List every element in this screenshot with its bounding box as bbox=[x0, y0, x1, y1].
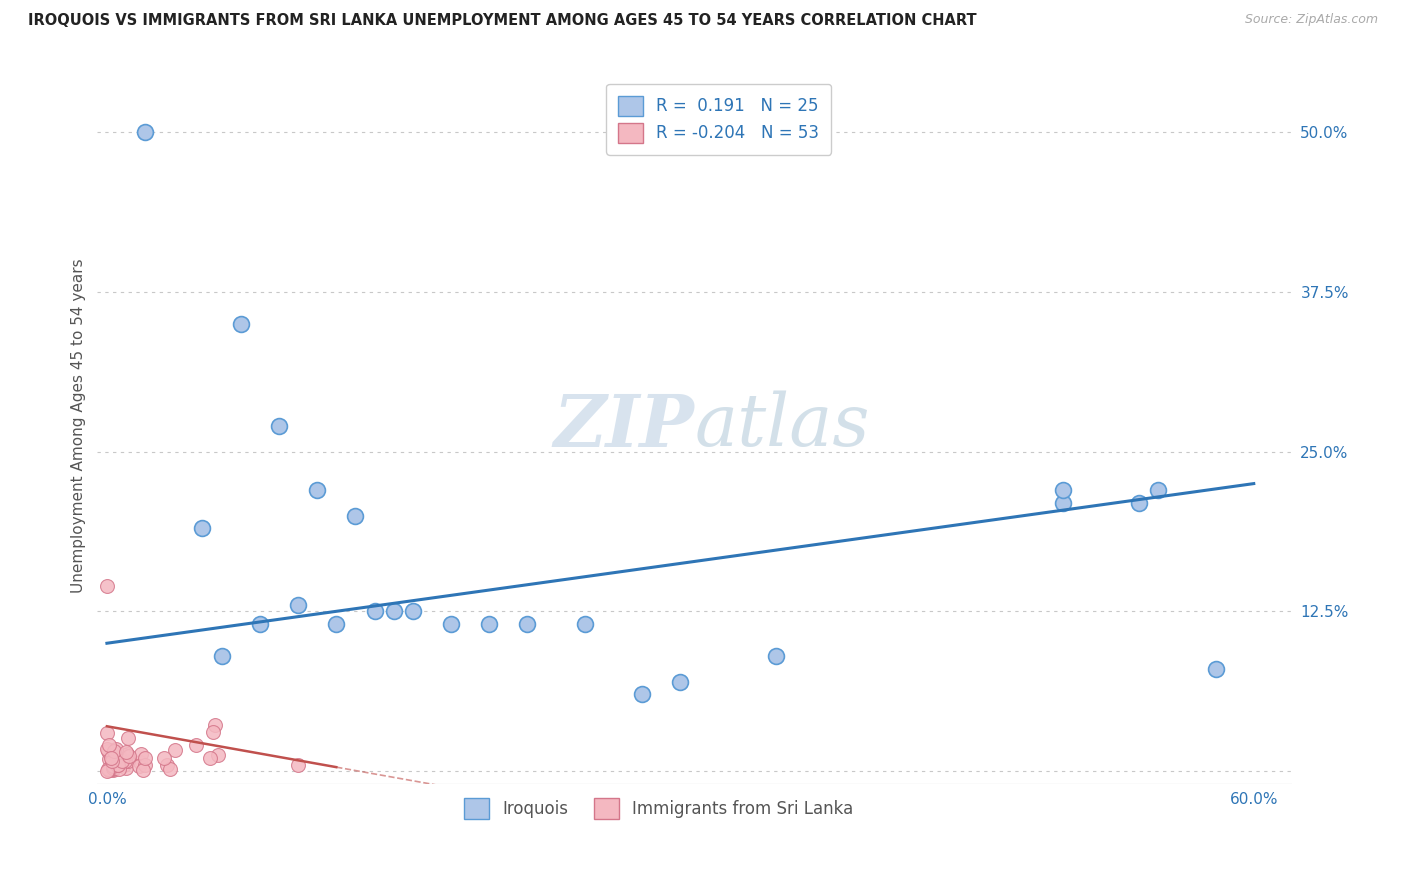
Point bbox=[118, 749, 141, 764]
Point bbox=[631, 687, 654, 701]
Point bbox=[100, 747, 122, 762]
Point bbox=[363, 604, 385, 618]
Point bbox=[344, 508, 367, 523]
Point bbox=[108, 763, 131, 777]
Point bbox=[115, 745, 138, 759]
Point bbox=[104, 747, 127, 762]
Point bbox=[1052, 483, 1074, 497]
Point bbox=[478, 617, 501, 632]
Text: atlas: atlas bbox=[695, 391, 870, 461]
Point bbox=[96, 764, 118, 778]
Point bbox=[117, 731, 139, 746]
Point bbox=[134, 751, 156, 765]
Point bbox=[131, 763, 153, 777]
Point bbox=[765, 648, 787, 663]
Point bbox=[112, 757, 135, 772]
Point bbox=[211, 648, 233, 663]
Point bbox=[402, 604, 425, 618]
Point bbox=[101, 763, 124, 777]
Point bbox=[98, 762, 121, 776]
Point bbox=[114, 754, 136, 768]
Point bbox=[159, 763, 181, 777]
Point bbox=[207, 747, 229, 762]
Point bbox=[153, 751, 176, 765]
Point bbox=[100, 751, 122, 765]
Point bbox=[1052, 496, 1074, 510]
Point bbox=[155, 758, 177, 772]
Point bbox=[110, 754, 132, 768]
Point bbox=[96, 725, 118, 739]
Point bbox=[115, 761, 138, 775]
Point bbox=[108, 749, 131, 764]
Point bbox=[96, 742, 118, 756]
Point bbox=[117, 754, 139, 768]
Point bbox=[98, 764, 121, 778]
Point bbox=[1147, 483, 1170, 497]
Point bbox=[108, 751, 131, 765]
Point bbox=[287, 598, 309, 612]
Text: Source: ZipAtlas.com: Source: ZipAtlas.com bbox=[1244, 13, 1378, 27]
Point bbox=[191, 521, 214, 535]
Point bbox=[98, 752, 121, 766]
Point bbox=[1128, 496, 1150, 510]
Point bbox=[107, 758, 129, 772]
Point bbox=[105, 741, 128, 756]
Point bbox=[325, 617, 347, 632]
Text: ZIP: ZIP bbox=[554, 391, 695, 462]
Point bbox=[115, 747, 138, 761]
Point bbox=[128, 756, 150, 770]
Point bbox=[134, 125, 156, 139]
Point bbox=[201, 725, 224, 739]
Point bbox=[96, 579, 118, 593]
Point bbox=[184, 738, 207, 752]
Point bbox=[229, 317, 252, 331]
Point bbox=[111, 754, 134, 768]
Point bbox=[134, 758, 156, 772]
Point bbox=[267, 419, 290, 434]
Legend: Iroquois, Immigrants from Sri Lanka: Iroquois, Immigrants from Sri Lanka bbox=[458, 792, 860, 825]
Point bbox=[198, 751, 221, 765]
Point bbox=[97, 762, 120, 776]
Point bbox=[204, 717, 226, 731]
Text: IROQUOIS VS IMMIGRANTS FROM SRI LANKA UNEMPLOYMENT AMONG AGES 45 TO 54 YEARS COR: IROQUOIS VS IMMIGRANTS FROM SRI LANKA UN… bbox=[28, 13, 977, 29]
Point bbox=[307, 483, 329, 497]
Point bbox=[97, 744, 120, 758]
Point bbox=[107, 758, 129, 772]
Point bbox=[249, 617, 271, 632]
Point bbox=[440, 617, 463, 632]
Point bbox=[103, 758, 125, 772]
Point bbox=[129, 747, 152, 761]
Point bbox=[165, 743, 187, 757]
Point bbox=[516, 617, 538, 632]
Point bbox=[97, 739, 120, 753]
Point bbox=[287, 757, 309, 772]
Point bbox=[101, 754, 124, 768]
Point bbox=[101, 762, 124, 776]
Point bbox=[112, 747, 135, 762]
Point bbox=[103, 743, 125, 757]
Point bbox=[128, 759, 150, 773]
Point bbox=[574, 617, 596, 632]
Point bbox=[382, 604, 405, 618]
Point bbox=[101, 761, 124, 775]
Y-axis label: Unemployment Among Ages 45 to 54 years: Unemployment Among Ages 45 to 54 years bbox=[72, 259, 86, 593]
Point bbox=[669, 674, 692, 689]
Point bbox=[101, 759, 124, 773]
Point bbox=[1205, 662, 1227, 676]
